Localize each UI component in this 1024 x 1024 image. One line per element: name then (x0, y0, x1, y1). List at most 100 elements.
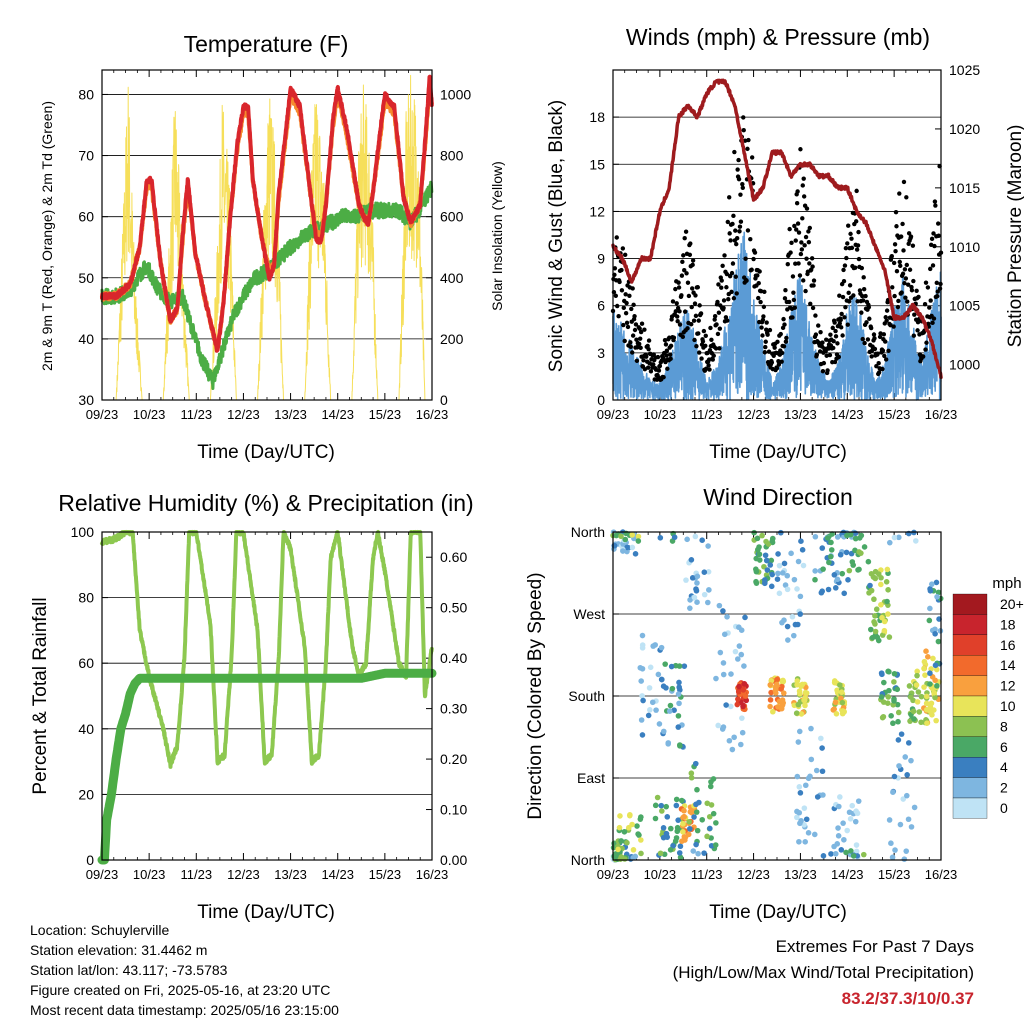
dir-xtick-label: 16/23 (925, 867, 958, 882)
direction-point (932, 626, 938, 633)
gust-point (763, 344, 768, 350)
direction-point (686, 818, 692, 825)
gust-point (804, 256, 809, 261)
gust-point (902, 280, 907, 286)
direction-point (688, 770, 695, 777)
direction-point (728, 671, 734, 677)
direction-point (831, 572, 838, 578)
direction-point (869, 634, 876, 641)
direction-point (829, 531, 835, 537)
wind-xtick-label: 09/23 (597, 407, 630, 422)
gust-point (619, 267, 624, 273)
direction-point (890, 789, 896, 796)
direction-point (681, 813, 687, 820)
gust-point (848, 231, 853, 237)
temp-ytick-label: 30 (78, 392, 94, 408)
direction-point (692, 533, 699, 540)
direction-point (639, 642, 646, 648)
gust-point (801, 176, 806, 181)
direction-point (716, 602, 723, 609)
rh-ytick-label: 100 (71, 524, 95, 540)
wind-y2tick-label: 1005 (949, 298, 980, 314)
dir-ytick-label: South (568, 688, 605, 704)
direction-point (624, 839, 630, 846)
direction-point (767, 682, 774, 688)
direction-point (681, 833, 688, 840)
direction-point (824, 535, 831, 541)
legend-label: 8 (1000, 718, 1008, 734)
direction-point (794, 586, 800, 592)
direction-point (775, 704, 781, 710)
gust-point (840, 333, 845, 338)
gust-point (631, 302, 636, 308)
gust-point (632, 314, 637, 319)
direction-point (843, 549, 850, 556)
direction-point (895, 718, 901, 725)
direction-point (639, 665, 646, 672)
direction-point (637, 816, 644, 822)
temp-y2tick-label: 200 (440, 331, 464, 347)
gust-point (738, 219, 744, 224)
direction-point (671, 707, 677, 713)
gust-point (811, 283, 816, 288)
direction-point (638, 678, 645, 684)
direction-point (694, 827, 701, 834)
direction-point (751, 529, 757, 536)
direction-point (847, 815, 854, 822)
direction-point (621, 828, 628, 835)
gust-point (683, 229, 689, 234)
gust-point (749, 267, 754, 272)
direction-point (828, 547, 835, 553)
gust-point (690, 262, 695, 268)
gust-point (920, 354, 926, 359)
direction-point (652, 802, 659, 809)
gust-point (827, 352, 833, 358)
direction-point (838, 695, 844, 702)
gust-point (863, 293, 868, 299)
direction-point (871, 596, 877, 603)
direction-xlabel: Time (Day/UTC) (709, 902, 847, 923)
direction-point (931, 689, 937, 696)
direction-point (736, 683, 742, 690)
direction-point (923, 693, 930, 700)
gust-point (781, 316, 786, 322)
direction-point (904, 772, 910, 778)
direction-point (923, 648, 929, 655)
temp-xtick-label: 16/23 (416, 407, 449, 422)
direction-point (676, 679, 682, 686)
direction-point (769, 538, 776, 544)
direction-point (663, 830, 670, 837)
direction-point (914, 668, 920, 675)
dir-xtick-label: 15/23 (878, 867, 911, 882)
gust-point (904, 195, 909, 200)
direction-point (812, 576, 818, 583)
rh-ytick-label: 20 (78, 786, 94, 802)
rh-ytick-label: 80 (78, 590, 94, 606)
direction-point (737, 741, 744, 748)
direction-point (797, 820, 803, 827)
gust-point (860, 293, 865, 299)
direction-point (794, 814, 800, 821)
rh-xtick-label: 14/23 (321, 867, 354, 882)
gust-point (857, 288, 863, 293)
gust-point (795, 221, 801, 226)
gust-point (874, 364, 879, 369)
direction-point (852, 818, 859, 825)
gust-point (748, 236, 753, 242)
gust-point (716, 282, 721, 287)
direction-point (739, 729, 746, 736)
direction-point (777, 529, 784, 536)
direction-point (813, 767, 820, 774)
gust-point (854, 188, 859, 194)
direction-point (666, 708, 673, 714)
gust-point (714, 322, 719, 327)
direction-point (660, 728, 667, 735)
direction-point (932, 694, 938, 701)
direction-point (921, 658, 928, 665)
gust-point (899, 290, 904, 295)
direction-point (779, 619, 785, 626)
direction-point (928, 581, 935, 587)
gust-point (762, 350, 768, 355)
direction-point (693, 586, 699, 592)
direction-point (667, 846, 674, 853)
